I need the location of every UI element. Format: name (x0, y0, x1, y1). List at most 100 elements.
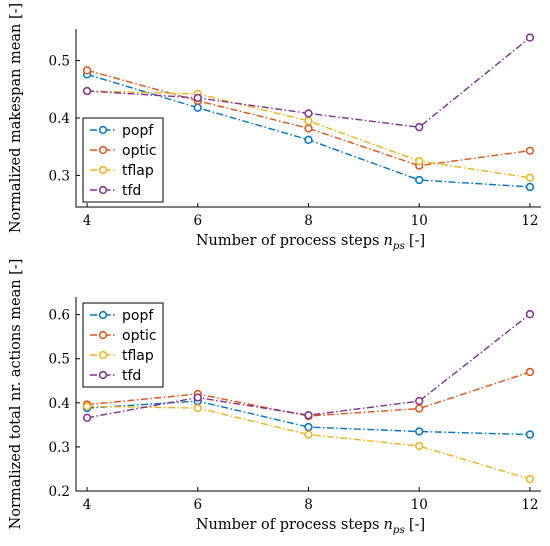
y-tick-label: 0.4 (49, 396, 70, 412)
y-tick-label: 0.2 (49, 484, 70, 500)
x-axis-title-symbol: n (383, 517, 392, 533)
legend: popf optic tflap tfd (82, 117, 164, 203)
data-point (525, 182, 535, 192)
axis-frame (75, 29, 541, 208)
chart-1: 4 6 8 10 12 0.3 0.4 0.5 Number of process steps n… (8, 3, 541, 252)
y-tick-label: 0.3 (49, 440, 70, 456)
data-point (193, 93, 202, 103)
legend-label: tflap (122, 348, 154, 364)
x-tick-label: 6 (193, 213, 202, 229)
series-tfd (82, 310, 535, 422)
x-tick-label: 4 (83, 497, 92, 513)
x-tick-label: 8 (304, 213, 313, 229)
legend-marker (98, 145, 108, 155)
data-point (304, 430, 313, 439)
legend-marker (98, 350, 108, 360)
x-tick-label: 4 (83, 213, 92, 229)
legend: popf optic tflap tfd (82, 302, 164, 388)
legend-label: optic (122, 143, 157, 159)
series-line (87, 90, 531, 179)
legend-marker (98, 165, 108, 175)
series-line (87, 400, 530, 436)
legend-label: popf (122, 123, 154, 139)
legend-item-popf: popf (90, 308, 154, 324)
data-point (304, 411, 313, 420)
data-point (525, 146, 535, 155)
data-point (82, 402, 92, 411)
data-point (415, 175, 424, 185)
x-axis-title: Number of process steps nps [-] (196, 517, 425, 536)
x-axis-title-text: Number of process steps (196, 233, 380, 249)
data-point (415, 123, 424, 132)
x-tick-label: 10 (411, 497, 428, 513)
data-point (525, 474, 535, 484)
legend-label: popf (122, 308, 154, 324)
y-tick-label: 0.5 (49, 54, 70, 70)
legend-box (82, 117, 164, 203)
y-tick-label: 0.6 (49, 308, 70, 324)
x-tick-label: 12 (521, 213, 538, 229)
data-point (525, 310, 535, 319)
legend-marker (98, 310, 108, 320)
x-axis-title-unit: [-] (409, 233, 425, 249)
data-point (525, 430, 535, 439)
x-tick-label: 8 (304, 497, 313, 513)
data-point (82, 413, 92, 422)
data-point (415, 396, 424, 406)
series-line (86, 69, 530, 167)
legend-item-optic: optic (90, 143, 157, 159)
y-axis-title: Normalized total nr. actions mean [-] (8, 259, 24, 530)
series-line (87, 371, 531, 417)
x-axis-title-subscript: ps (393, 524, 406, 536)
series-line (87, 405, 531, 480)
y-axis-title: Normalized makespan mean [-] (8, 3, 24, 233)
x-tick-label: 12 (521, 497, 538, 513)
legend-label: tfd (122, 183, 141, 199)
x-axis-title-symbol: n (383, 233, 392, 249)
x-axis-title-subscript: ps (393, 240, 406, 252)
x-axis-title-text: Number of process steps (196, 517, 380, 533)
legend-item-tfd: tfd (90, 183, 141, 199)
y-tick-label: 0.3 (49, 168, 70, 184)
legend-item-tfd: tfd (90, 368, 141, 384)
legend-label: tfd (122, 368, 141, 384)
data-point (82, 86, 92, 96)
data-point (304, 124, 313, 133)
data-point (415, 156, 424, 166)
data-point (415, 441, 424, 451)
series-tflap (82, 402, 535, 484)
data-point (304, 135, 313, 144)
legend-item-tflap: tflap (90, 348, 154, 364)
y-tick-label: 0.5 (49, 352, 70, 368)
data-point (193, 403, 202, 413)
chart-2: 4 6 8 10 12 0.2 0.3 0.4 0.5 0.6 Number of process … (8, 259, 541, 536)
legend-label: optic (122, 328, 157, 344)
series-popf (82, 70, 535, 192)
data-point (304, 116, 313, 126)
legend-item-tflap: tflap (90, 163, 154, 179)
data-point (193, 103, 202, 112)
x-axis-title: Number of process steps nps [-] (196, 233, 425, 252)
data-point (525, 33, 535, 42)
y-tick-label: 0.4 (49, 111, 70, 127)
legend-item-optic: optic (90, 328, 157, 344)
legend-marker (98, 185, 108, 195)
data-point (82, 66, 92, 75)
data-point (304, 422, 313, 432)
data-point (525, 173, 535, 182)
legend-item-popf: popf (90, 123, 154, 139)
legend-box (82, 302, 164, 388)
legend-marker (98, 125, 108, 135)
data-point (415, 427, 424, 436)
data-point (304, 109, 313, 118)
x-tick-label: 6 (193, 497, 202, 513)
series-line (86, 313, 531, 419)
legend-marker (98, 370, 108, 380)
legend-label: tflap (122, 163, 154, 179)
data-point (193, 393, 202, 402)
x-tick-label: 10 (411, 213, 428, 229)
legend-marker (98, 330, 108, 340)
data-point (415, 404, 424, 413)
data-point (525, 367, 535, 377)
